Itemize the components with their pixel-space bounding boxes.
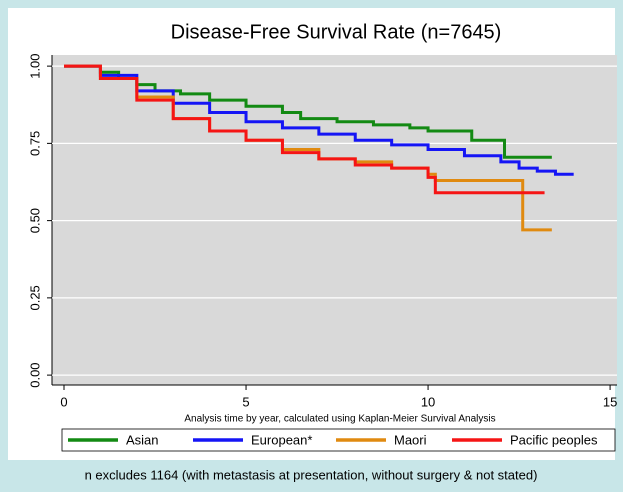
legend-label: European* xyxy=(251,432,312,447)
y-tick-label: 0.00 xyxy=(27,362,42,387)
footnote: n excludes 1164 (with metastasis at pres… xyxy=(85,467,538,482)
y-tick-label: 1.00 xyxy=(27,53,42,78)
plot-area xyxy=(52,55,617,385)
x-axis-label: Analysis time by year, calculated using … xyxy=(184,414,495,425)
y-tick-label: 0.25 xyxy=(27,285,42,310)
legend-label: Asian xyxy=(126,432,159,447)
legend-label: Pacific peoples xyxy=(510,432,598,447)
survival-line xyxy=(64,64,552,232)
x-tick-label: 5 xyxy=(242,394,249,409)
legend-label: Maori xyxy=(394,432,427,447)
chart-title: Disease-Free Survival Rate (n=7645) xyxy=(171,21,502,43)
y-tick-label: 0.75 xyxy=(27,131,42,156)
y-tick-label: 0.50 xyxy=(27,208,42,233)
x-tick-label: 0 xyxy=(60,394,67,409)
survival-line xyxy=(64,64,574,176)
x-tick-label: 10 xyxy=(421,394,435,409)
x-tick-label: 15 xyxy=(603,394,617,409)
survival-line xyxy=(64,64,545,195)
